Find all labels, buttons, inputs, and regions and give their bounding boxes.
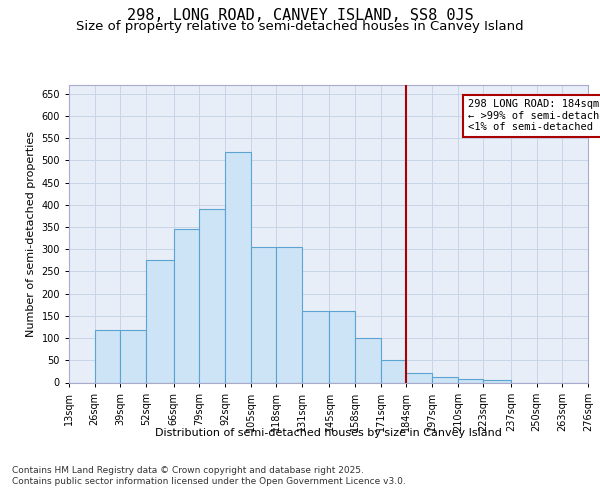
Bar [199, 210, 225, 382]
Bar [355, 338, 381, 382]
Bar [251, 247, 276, 382]
Bar [484, 380, 511, 382]
Bar [432, 377, 458, 382]
Bar [458, 379, 484, 382]
Bar [146, 260, 173, 382]
Bar [173, 230, 199, 382]
Text: Contains HM Land Registry data © Crown copyright and database right 2025.: Contains HM Land Registry data © Crown c… [12, 466, 364, 475]
Bar [276, 247, 302, 382]
Text: Distribution of semi-detached houses by size in Canvey Island: Distribution of semi-detached houses by … [155, 428, 502, 438]
Text: Size of property relative to semi-detached houses in Canvey Island: Size of property relative to semi-detach… [76, 20, 524, 33]
Y-axis label: Number of semi-detached properties: Number of semi-detached properties [26, 130, 36, 337]
Bar [121, 330, 146, 382]
Bar [95, 330, 121, 382]
Bar [225, 152, 251, 382]
Text: 298 LONG ROAD: 184sqm
← >99% of semi-detached houses are smaller (2,297)
<1% of : 298 LONG ROAD: 184sqm ← >99% of semi-det… [467, 99, 600, 132]
Text: Contains public sector information licensed under the Open Government Licence v3: Contains public sector information licen… [12, 477, 406, 486]
Bar [406, 372, 432, 382]
Bar [329, 312, 355, 382]
Text: 298, LONG ROAD, CANVEY ISLAND, SS8 0JS: 298, LONG ROAD, CANVEY ISLAND, SS8 0JS [127, 8, 473, 22]
Bar [302, 312, 329, 382]
Bar [381, 360, 406, 382]
